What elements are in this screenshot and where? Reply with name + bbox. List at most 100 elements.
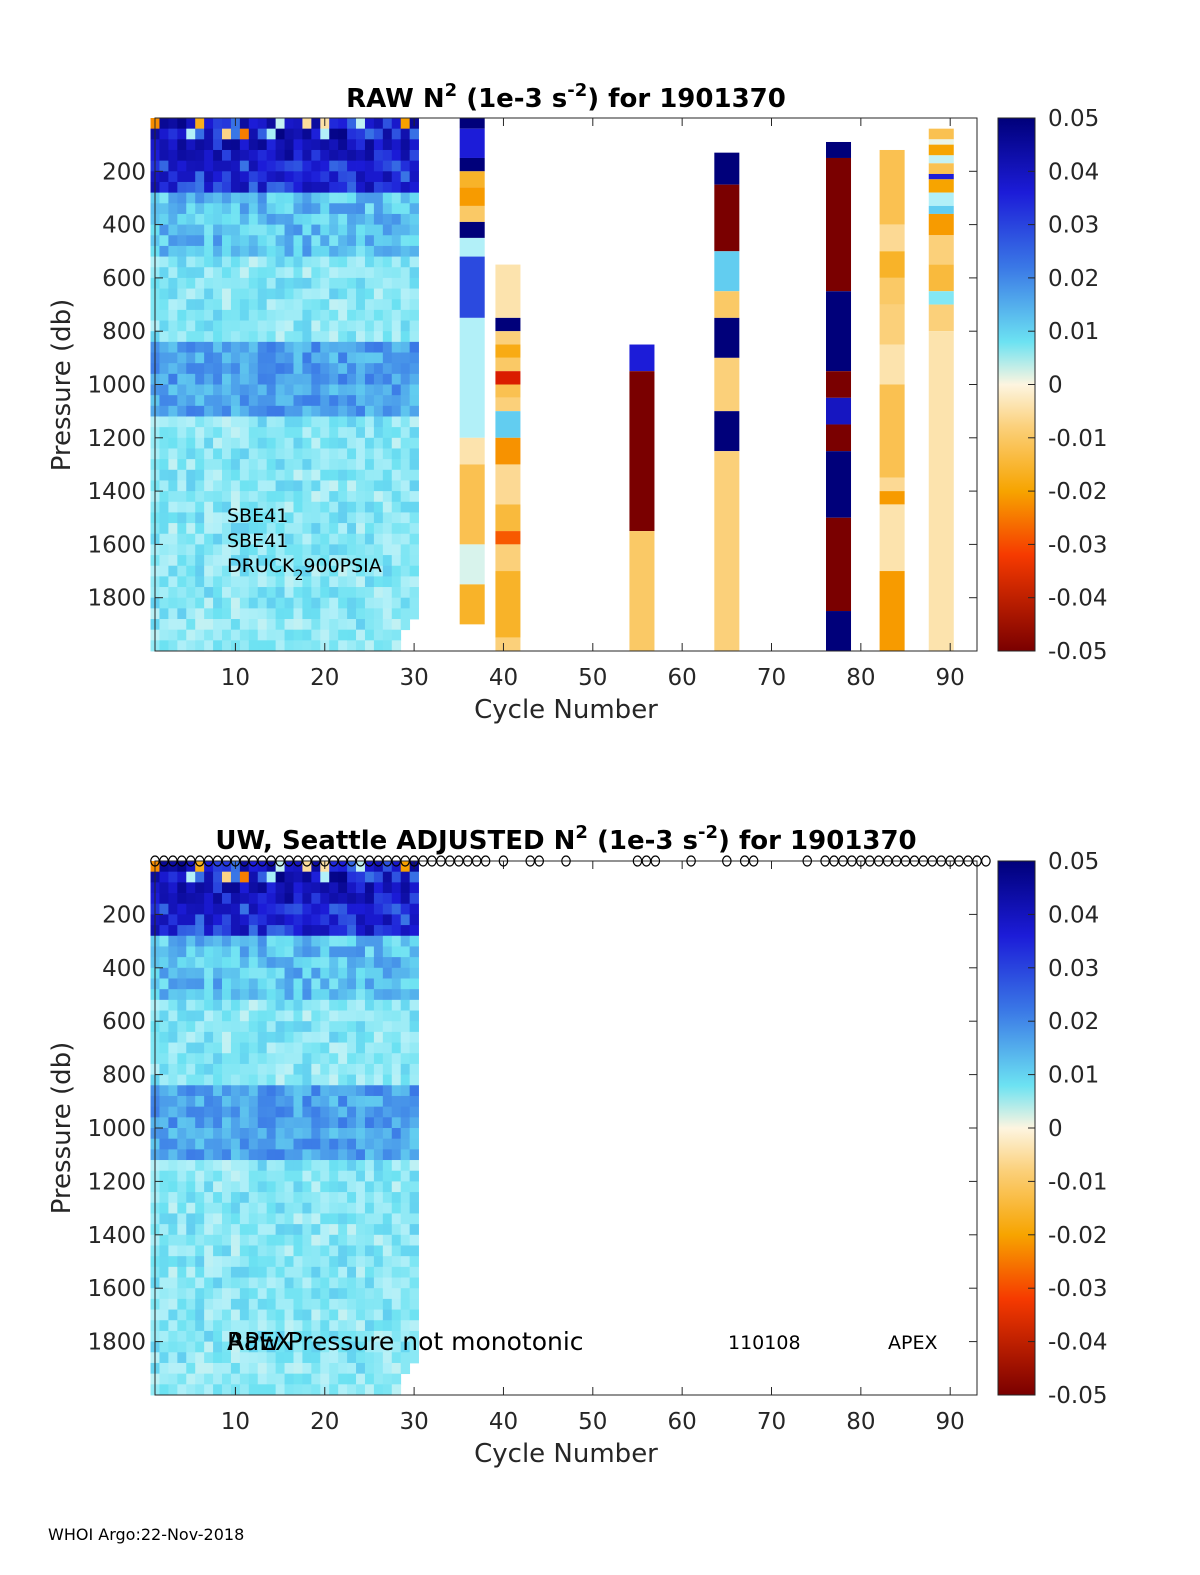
heatmap-cell xyxy=(311,989,321,1001)
heatmap-cell xyxy=(338,533,348,545)
heatmap-cell xyxy=(204,320,214,332)
heatmap-cell xyxy=(391,1277,402,1289)
heatmap-cell xyxy=(302,235,312,247)
heatmap-cell xyxy=(275,469,285,481)
heatmap-cell xyxy=(186,565,196,577)
heatmap-cell xyxy=(248,925,259,937)
heatmap-cell xyxy=(382,384,393,396)
heatmap-cell xyxy=(400,989,411,1001)
heatmap-cell xyxy=(320,459,330,471)
heatmap-cell xyxy=(195,192,205,204)
heatmap-cell xyxy=(159,427,169,439)
heatmap-cell xyxy=(364,1213,375,1225)
colorbar-tick-label: -0.03 xyxy=(1048,532,1108,558)
heatmap-cell xyxy=(382,213,393,225)
heatmap-cell xyxy=(347,1042,357,1054)
heatmap-cell xyxy=(168,1245,178,1257)
heatmap-cell xyxy=(248,181,259,194)
heatmap-cell xyxy=(168,139,178,151)
heatmap-cell xyxy=(222,491,232,503)
heatmap-cell xyxy=(213,914,223,926)
heatmap-cell xyxy=(195,555,205,567)
heatmap-cell xyxy=(347,213,357,225)
heatmap-cell xyxy=(320,999,330,1011)
heatmap-cell xyxy=(338,448,348,460)
heatmap-cell xyxy=(302,288,312,300)
heatmap-cell xyxy=(159,1330,169,1342)
heatmap-cell xyxy=(373,1181,384,1193)
heatmap-cell xyxy=(338,1320,348,1332)
heatmap-cell xyxy=(311,459,321,471)
heatmap-cell xyxy=(320,1234,330,1246)
heatmap-cell xyxy=(195,1245,205,1257)
heatmap-cell xyxy=(329,363,339,375)
heatmap-cell xyxy=(302,1202,312,1214)
heatmap-cell xyxy=(230,181,241,194)
heatmap-cell xyxy=(186,459,196,471)
heatmap-cell xyxy=(275,1128,285,1140)
heatmap-cell xyxy=(364,903,375,915)
heatmap-cell xyxy=(159,160,169,172)
heatmap-cell xyxy=(364,491,375,503)
heatmap-cell xyxy=(320,1362,330,1375)
heatmap-cell xyxy=(159,1362,169,1375)
heatmap-cell xyxy=(329,935,339,947)
heatmap-cell xyxy=(257,1138,268,1150)
heatmap-cell xyxy=(311,1170,321,1182)
heatmap-cell xyxy=(186,587,196,599)
heatmap-cell xyxy=(159,139,169,151)
heatmap-cell xyxy=(409,1202,419,1214)
heatmap-cell xyxy=(284,341,294,353)
heatmap-cell xyxy=(293,192,303,204)
heatmap-cell xyxy=(347,277,357,289)
heatmap-cell xyxy=(266,341,277,353)
heatmap-cell xyxy=(311,181,321,194)
heatmap-cell xyxy=(275,331,285,343)
heatmap-cell xyxy=(347,1288,357,1300)
heatmap-cell xyxy=(409,299,419,311)
heatmap-cell xyxy=(364,501,375,513)
heatmap-cell xyxy=(177,256,187,268)
profile-segment xyxy=(495,464,521,505)
heatmap-cell xyxy=(382,1181,393,1193)
heatmap-cell xyxy=(338,1138,348,1150)
heatmap-cell xyxy=(266,181,277,194)
heatmap-cell xyxy=(195,1320,205,1332)
heatmap-cell xyxy=(320,160,330,172)
heatmap-cell xyxy=(329,1341,339,1353)
heatmap-cell xyxy=(356,1031,366,1043)
heatmap-cell xyxy=(320,1181,330,1193)
heatmap-cell xyxy=(222,1234,232,1246)
heatmap-cell xyxy=(257,946,268,958)
heatmap-cell xyxy=(230,491,241,503)
heatmap-cell xyxy=(195,619,205,631)
heatmap-cell xyxy=(329,544,339,556)
heatmap-cell xyxy=(257,1266,268,1278)
heatmap-cell xyxy=(222,331,232,343)
raw-chart-title: RAW N2 (1e-3 s-2) for 1901370 xyxy=(346,80,786,114)
heatmap-cell xyxy=(195,363,205,375)
heatmap-cell xyxy=(230,309,241,321)
heatmap-cell xyxy=(347,882,357,894)
heatmap-cell xyxy=(266,1362,277,1375)
heatmap-cell xyxy=(275,277,285,289)
heatmap-cell xyxy=(177,1320,187,1332)
heatmap-cell xyxy=(320,1202,330,1214)
heatmap-cell xyxy=(257,1128,268,1140)
heatmap-cell xyxy=(302,512,312,524)
heatmap-cell xyxy=(329,1362,339,1375)
heatmap-cell xyxy=(311,967,321,979)
heatmap-cell xyxy=(204,619,214,631)
flag-marker xyxy=(748,855,759,867)
heatmap-cell xyxy=(311,523,321,535)
heatmap-cell xyxy=(195,925,205,937)
heatmap-cell xyxy=(409,1053,419,1065)
heatmap-cell xyxy=(373,1138,384,1150)
heatmap-cell xyxy=(213,309,223,321)
heatmap-cell xyxy=(275,1384,285,1396)
heatmap-cell xyxy=(302,903,312,915)
heatmap-cell xyxy=(364,437,375,449)
heatmap-cell xyxy=(409,1192,419,1204)
heatmap-cell xyxy=(213,978,223,990)
heatmap-cell xyxy=(275,871,285,883)
